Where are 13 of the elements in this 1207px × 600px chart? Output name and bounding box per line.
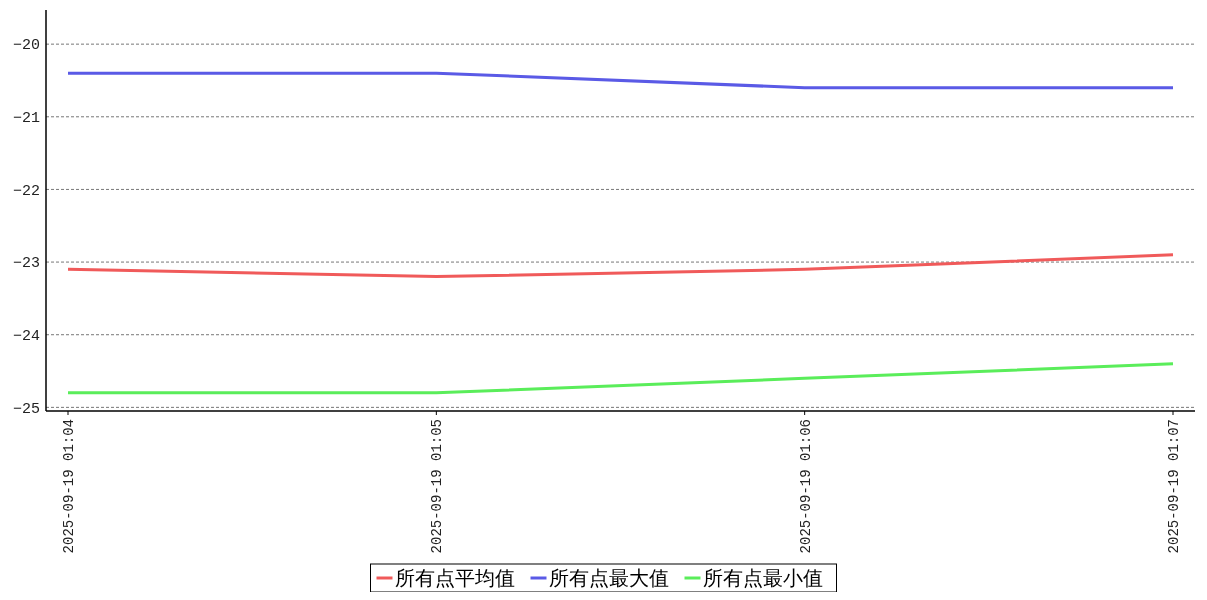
x-tick-label: 2025-09-19 01:07 bbox=[1166, 419, 1182, 554]
y-tick-label: −20 bbox=[12, 37, 40, 55]
y-tick-label: −24 bbox=[12, 327, 40, 345]
legend-label: 所有点平均值 bbox=[394, 567, 515, 589]
x-tick-label: 2025-09-19 01:04 bbox=[61, 419, 77, 554]
y-tick-label: −25 bbox=[12, 400, 40, 418]
y-tick-label: −22 bbox=[12, 182, 40, 200]
legend-label: 所有点最小值 bbox=[702, 567, 823, 589]
y-tick-label: −21 bbox=[12, 110, 40, 128]
legend-label: 所有点最大值 bbox=[548, 567, 669, 589]
x-tick-label: 2025-09-19 01:06 bbox=[797, 419, 814, 554]
x-tick-label: 2025-09-19 01:05 bbox=[429, 419, 446, 554]
y-tick-label: −23 bbox=[12, 255, 40, 273]
